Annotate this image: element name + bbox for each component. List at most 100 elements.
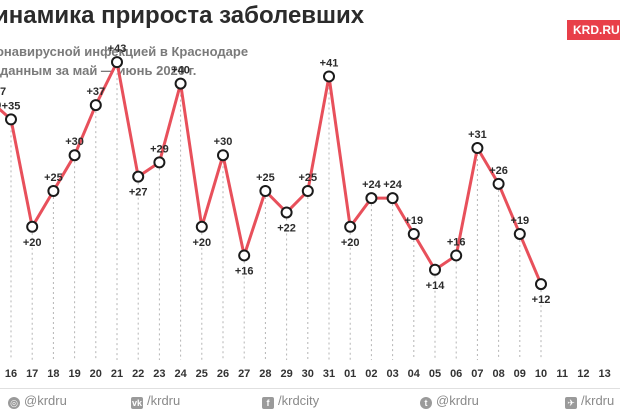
data-label: +43 [108, 43, 127, 55]
data-label: +24 [362, 179, 382, 191]
data-label: +27 [129, 187, 148, 199]
data-label: +29 [150, 143, 169, 155]
data-label: 7 [0, 86, 6, 98]
page-title: инамика прироста заболевших [0, 2, 365, 29]
line-chart: 7 +35 +20 +25 +30 +37 +43 +27 +29 +40 +20 +30 +16 +25… [0, 43, 611, 380]
data-point [217, 149, 229, 162]
data-point [280, 206, 293, 219]
data-point [323, 70, 335, 83]
social-vk-label: /krdru [147, 393, 181, 408]
x-tick-label: 09 [514, 368, 526, 380]
x-tick-label: 08 [492, 368, 504, 380]
x-tick-label: 05 [429, 368, 441, 380]
x-tick-label: 26 [217, 368, 229, 380]
telegram-icon: ✈ [565, 397, 577, 409]
x-tick-label: 20 [90, 368, 102, 380]
data-label: +16 [447, 236, 466, 248]
facebook-icon: f [262, 397, 274, 409]
social-twitter[interactable]: t @krdru [420, 393, 479, 409]
x-tick-label: 30 [302, 368, 314, 380]
data-label: +14 [426, 280, 446, 292]
x-tick-label: 27 [238, 368, 250, 380]
social-twitter-label: @krdru [436, 393, 479, 408]
data-point [386, 192, 399, 205]
x-tick-label: 24 [174, 368, 187, 380]
data-label: +30 [65, 136, 84, 148]
data-point [513, 227, 526, 240]
data-label: +16 [235, 265, 254, 277]
data-label: +25 [256, 172, 275, 184]
x-tick-label: 07 [471, 368, 483, 380]
data-point [450, 249, 463, 262]
social-facebook-label: /krdcity [278, 393, 320, 408]
data-point [26, 220, 39, 233]
x-tick-label: 13 [598, 368, 610, 380]
data-label: +19 [510, 215, 529, 227]
instagram-icon: ◎ [8, 397, 20, 409]
x-tick-label: 03 [386, 368, 398, 380]
data-point [535, 278, 547, 291]
data-label: +40 [171, 65, 190, 77]
x-tick-label: 28 [259, 368, 271, 380]
data-label: +26 [489, 165, 508, 177]
data-label: +37 [86, 86, 105, 98]
x-tick-label: 01 [344, 368, 356, 380]
x-tick-label: 21 [111, 368, 123, 380]
x-tick-label: 22 [132, 368, 144, 380]
data-label: +30 [214, 136, 233, 148]
data-point [89, 99, 102, 112]
x-tick-label: 29 [280, 368, 292, 380]
x-tick-label: 02 [365, 368, 377, 380]
data-point [68, 149, 81, 162]
x-tick-label: 31 [323, 368, 335, 380]
x-tick-label: 17 [26, 368, 38, 380]
x-tick-label: 12 [577, 368, 589, 380]
subtitle-line-1: ронавирусной инфекцией в Краснодаре [0, 44, 249, 59]
data-point [132, 170, 145, 183]
social-telegram-label: /krdru [581, 393, 615, 408]
x-tick-label: 23 [153, 368, 165, 380]
data-label: +31 [468, 129, 487, 141]
x-tick-label: 16 [5, 368, 17, 380]
data-point [47, 185, 60, 197]
twitter-icon: t [420, 397, 432, 409]
brand-badge[interactable]: KRD.RU [567, 20, 620, 40]
footer-divider [0, 388, 620, 389]
data-point [429, 263, 441, 276]
social-facebook[interactable]: f/krdcity [262, 393, 319, 409]
data-label: +35 [2, 100, 21, 112]
x-tick-label: 18 [47, 368, 59, 380]
data-point [344, 220, 357, 233]
data-label: +22 [277, 222, 296, 234]
data-point [153, 156, 166, 169]
x-tick-label: 19 [68, 368, 80, 380]
data-label: +41 [320, 57, 339, 69]
subtitle-line-2: данным за май — июнь 2020 г. [0, 63, 197, 78]
data-point [365, 192, 378, 205]
social-telegram[interactable]: ✈ /krdru [565, 393, 614, 409]
data-label: +19 [404, 215, 423, 227]
data-label: +20 [192, 237, 211, 249]
data-label: +24 [383, 179, 403, 191]
vk-icon: vk [131, 397, 143, 409]
data-label: +25 [44, 172, 63, 184]
data-point [301, 185, 314, 197]
data-point [259, 185, 272, 197]
data-point [195, 220, 208, 233]
x-tick-label: 06 [450, 368, 462, 380]
x-tick-label: 11 [556, 368, 568, 380]
data-point [238, 249, 251, 262]
social-vk[interactable]: vk/krdru [131, 393, 180, 409]
subtitle: ронавирусной инфекцией в Краснодаре данн… [0, 42, 248, 80]
data-point [5, 113, 17, 126]
social-instagram[interactable]: ◎ @krdru [8, 393, 67, 409]
data-label: +20 [341, 237, 360, 249]
x-tick-label: 25 [196, 368, 208, 380]
data-point [471, 142, 484, 155]
data-label: +25 [298, 172, 317, 184]
social-instagram-label: @krdru [24, 393, 67, 408]
data-point [174, 77, 187, 90]
data-label: +20 [23, 237, 42, 249]
footer: ◎ @krdru vk/krdru f/krdcity t @krdru ✈ /krd… [0, 388, 620, 413]
data-point [492, 177, 505, 190]
